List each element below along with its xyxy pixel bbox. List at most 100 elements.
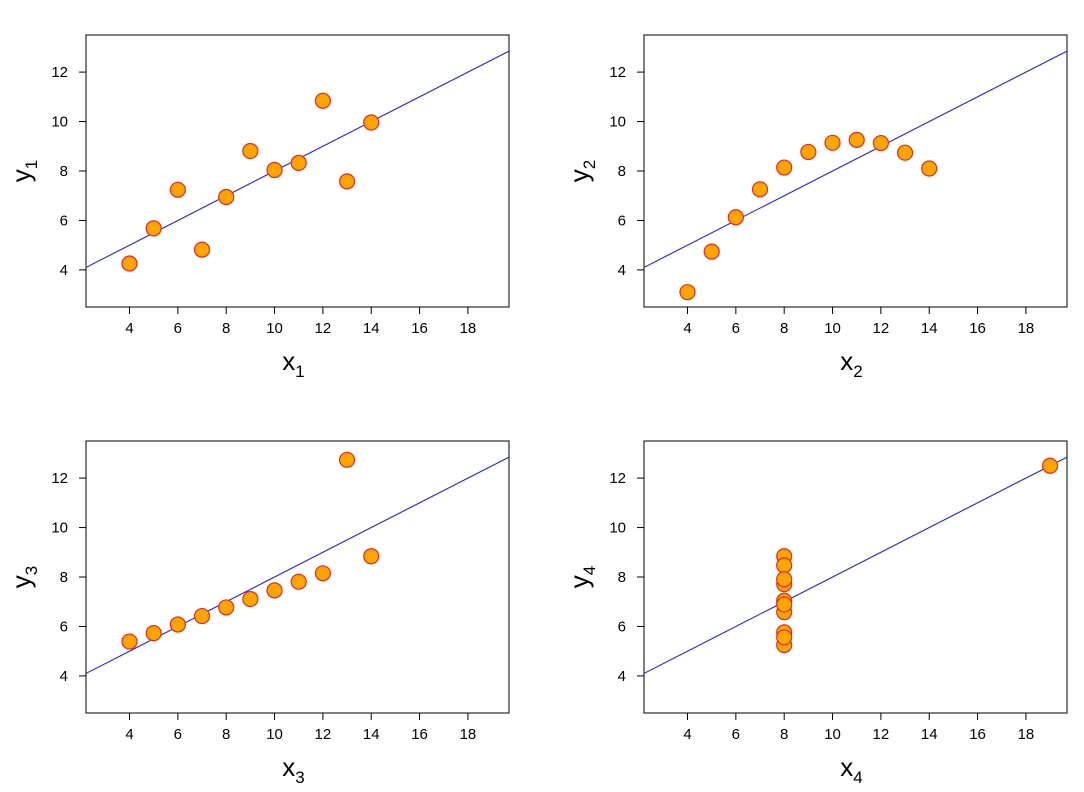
data-point — [679, 284, 696, 301]
data-point — [145, 220, 162, 237]
x-tick-label: 14 — [921, 726, 938, 743]
data-point — [363, 548, 380, 565]
x-tick-label: 4 — [683, 726, 691, 743]
data-point — [193, 241, 211, 258]
y-tick-label: 12 — [51, 64, 68, 81]
y-axis-label: y3 — [6, 566, 41, 588]
data-point — [145, 625, 162, 642]
y-tick-label: 10 — [609, 520, 626, 537]
scatter-panel-3: 4 6 8 10 12 14 16 18 4 6 8 10 12 x3 y3 — [6, 440, 510, 787]
regression-line — [86, 456, 509, 674]
x-tick-label: 16 — [411, 726, 428, 743]
x-tick-label: 10 — [824, 320, 841, 337]
y-tick-label: 12 — [51, 470, 68, 487]
x-tick-label: 14 — [921, 320, 938, 337]
data-point — [169, 616, 186, 633]
x-tick-label: 12 — [873, 320, 890, 337]
data-point — [872, 134, 889, 152]
data-point — [121, 633, 138, 650]
data-point — [266, 161, 283, 179]
x-tick-label: 4 — [125, 320, 133, 337]
scatter-panel-4: 4 6 8 10 12 14 16 18 4 6 8 10 12 x4 y4 — [564, 440, 1068, 787]
x-tick-label: 12 — [315, 726, 332, 743]
y-tick-label: 10 — [51, 114, 68, 131]
regression-line — [644, 456, 1067, 674]
data-point — [727, 209, 744, 226]
x-tick-label: 6 — [174, 320, 182, 337]
plot-frame — [643, 440, 1068, 714]
data-point — [800, 143, 817, 161]
x-tick-label: 16 — [969, 320, 986, 337]
data-point — [242, 142, 259, 160]
y-tick-label: 8 — [618, 163, 626, 180]
data-point — [314, 92, 331, 109]
data-point — [242, 590, 259, 608]
x-tick-label: 4 — [125, 726, 133, 743]
x-tick-label: 6 — [732, 320, 740, 337]
x-tick-label: 12 — [873, 726, 890, 743]
x-tick-label: 4 — [683, 320, 691, 337]
x-tick-label: 14 — [363, 726, 380, 743]
y-tick-label: 4 — [618, 262, 626, 279]
data-point — [848, 131, 865, 148]
data-point — [266, 582, 283, 599]
x-axis-label: x1 — [282, 346, 304, 381]
data-point — [169, 181, 186, 198]
x-tick-label: 18 — [460, 320, 477, 337]
x-axis-label: x3 — [282, 752, 304, 787]
x-tick-label: 10 — [824, 726, 841, 743]
data-point — [363, 114, 380, 131]
x-tick-label: 8 — [222, 320, 230, 337]
y-tick-label: 10 — [51, 520, 68, 537]
data-point — [703, 243, 720, 260]
y-axis-label: y4 — [564, 566, 599, 588]
data-point — [776, 571, 793, 588]
y-tick-label: 12 — [609, 470, 626, 487]
data-point — [1041, 457, 1059, 474]
x-tick-label: 10 — [266, 726, 283, 743]
x-tick-label: 16 — [411, 320, 428, 337]
data-point — [121, 255, 138, 272]
data-point — [776, 557, 793, 574]
x-tick-label: 6 — [174, 726, 182, 743]
data-point — [338, 451, 356, 468]
x-tick-label: 18 — [1018, 726, 1035, 743]
x-tick-label: 18 — [460, 726, 477, 743]
data-point — [338, 173, 356, 190]
y-tick-label: 12 — [609, 64, 626, 81]
x-axis-label: x4 — [840, 752, 862, 787]
y-axis-label: y2 — [564, 160, 599, 182]
y-tick-label: 4 — [60, 262, 68, 279]
plot-frame — [85, 34, 510, 308]
data-point — [896, 144, 914, 161]
y-tick-label: 8 — [618, 569, 626, 586]
data-point — [290, 154, 307, 171]
y-tick-label: 6 — [618, 212, 626, 229]
x-tick-label: 8 — [780, 320, 788, 337]
y-tick-label: 6 — [618, 618, 626, 635]
data-point — [193, 607, 211, 625]
data-point — [776, 629, 793, 646]
y-axis-label: y1 — [6, 160, 41, 182]
plot-frame — [643, 34, 1068, 308]
y-tick-label: 6 — [60, 618, 68, 635]
y-tick-label: 4 — [60, 668, 68, 685]
data-point — [751, 181, 769, 198]
data-point — [290, 573, 307, 590]
x-axis-label: x2 — [840, 346, 862, 381]
data-point — [824, 134, 841, 151]
data-point — [314, 565, 331, 582]
data-point — [921, 160, 938, 177]
x-tick-label: 8 — [222, 726, 230, 743]
x-tick-label: 16 — [969, 726, 986, 743]
y-tick-label: 6 — [60, 212, 68, 229]
data-point — [776, 596, 793, 613]
y-tick-label: 8 — [60, 569, 68, 586]
data-point — [218, 188, 235, 206]
y-tick-label: 10 — [609, 114, 626, 131]
data-point — [218, 599, 235, 616]
x-tick-label: 18 — [1018, 320, 1035, 337]
data-point — [776, 159, 793, 176]
y-tick-label: 4 — [618, 668, 626, 685]
